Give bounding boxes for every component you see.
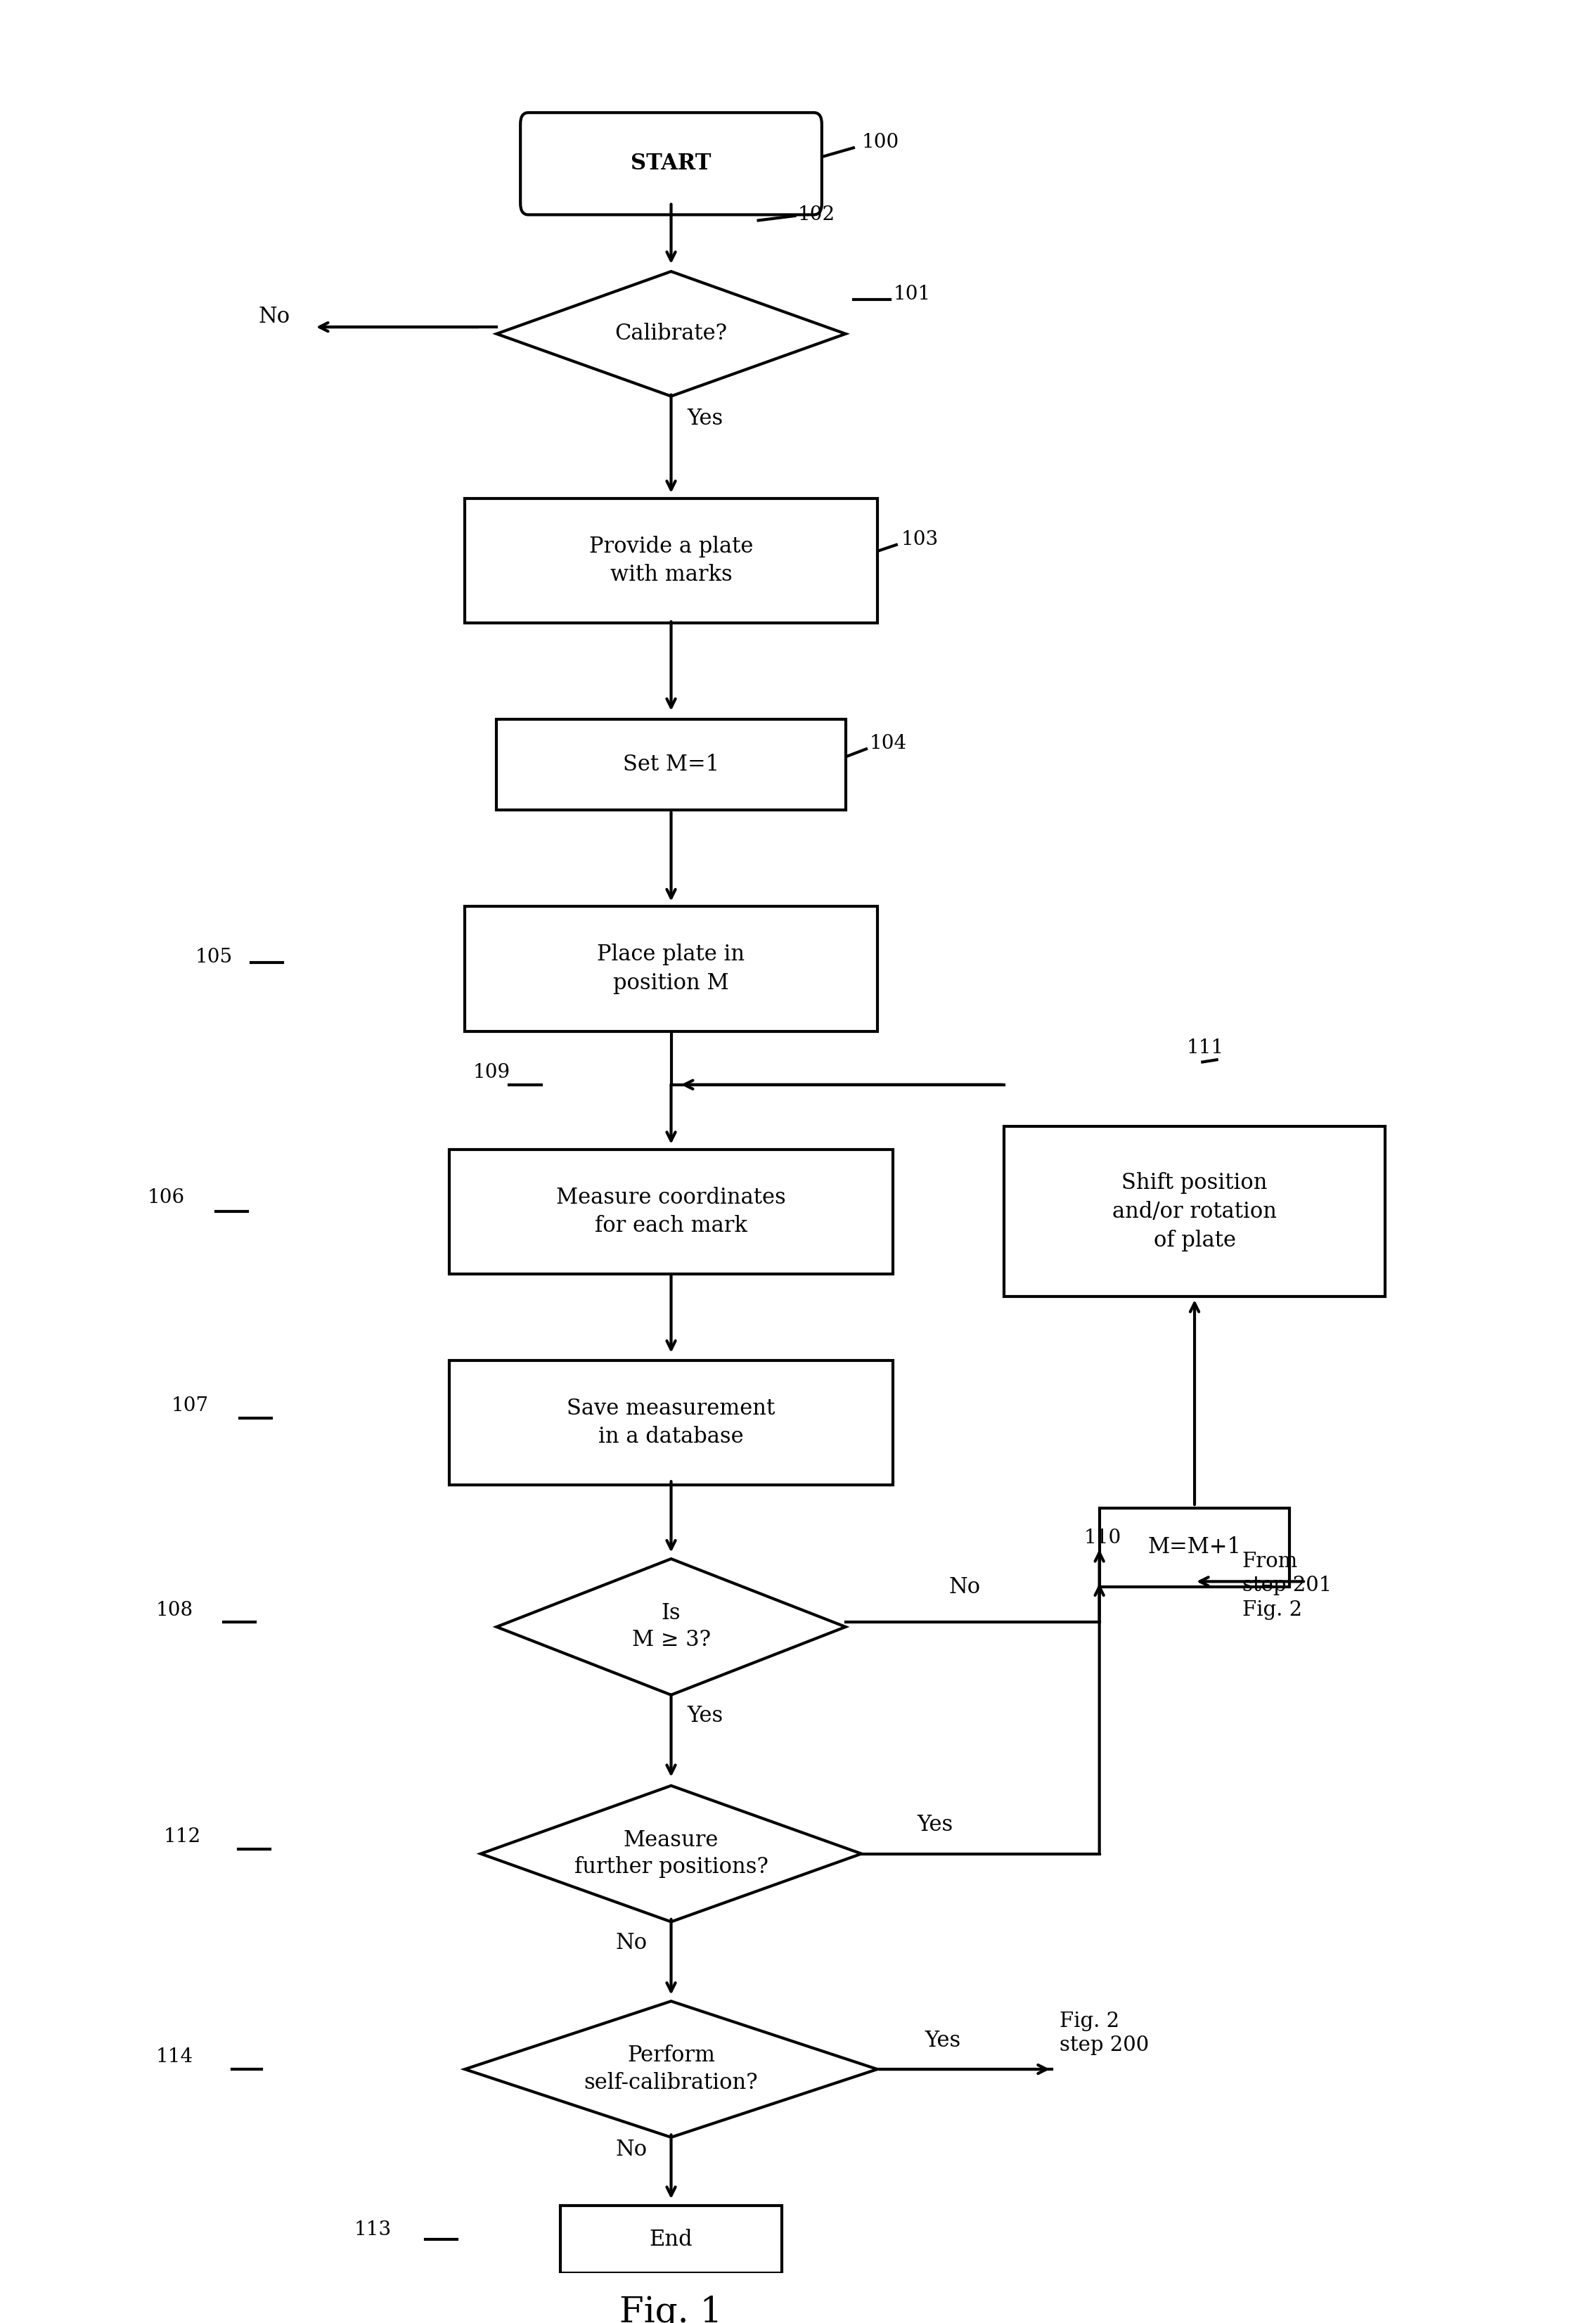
- Text: Set M=1: Set M=1: [622, 755, 720, 776]
- Text: Save measurement
in a database: Save measurement in a database: [567, 1398, 776, 1447]
- Text: Calibrate?: Calibrate?: [614, 323, 728, 344]
- Text: 110: 110: [1084, 1529, 1120, 1547]
- Polygon shape: [480, 1786, 862, 1921]
- Text: 102: 102: [798, 207, 835, 225]
- Text: 105: 105: [195, 948, 233, 966]
- Text: No: No: [616, 1933, 648, 1954]
- Text: 106: 106: [148, 1187, 185, 1208]
- Text: No: No: [616, 2139, 648, 2160]
- FancyBboxPatch shape: [1004, 1127, 1385, 1296]
- Text: Yes: Yes: [918, 1814, 953, 1835]
- Text: 113: 113: [354, 2221, 391, 2239]
- Text: Place plate in
position M: Place plate in position M: [597, 943, 745, 994]
- FancyBboxPatch shape: [448, 1361, 894, 1484]
- Text: 107: 107: [171, 1396, 209, 1415]
- Text: 103: 103: [902, 530, 938, 548]
- Text: Shift position
and/or rotation
of plate: Shift position and/or rotation of plate: [1112, 1173, 1277, 1252]
- Text: 111: 111: [1187, 1038, 1224, 1057]
- Text: 112: 112: [163, 1828, 201, 1847]
- FancyBboxPatch shape: [1100, 1508, 1290, 1587]
- Text: No: No: [259, 307, 290, 328]
- Text: Measure coordinates
for each mark: Measure coordinates for each mark: [557, 1187, 785, 1236]
- Text: Yes: Yes: [686, 407, 723, 430]
- Text: Yes: Yes: [926, 2030, 961, 2051]
- Text: No: No: [948, 1575, 980, 1598]
- Text: Perform
self-calibration?: Perform self-calibration?: [584, 2044, 758, 2093]
- Text: 108: 108: [155, 1601, 193, 1619]
- Text: Fig. 1: Fig. 1: [619, 2295, 723, 2323]
- Text: M=M+1: M=M+1: [1148, 1536, 1242, 1559]
- Text: Fig. 2
step 200: Fig. 2 step 200: [1060, 2012, 1149, 2056]
- FancyBboxPatch shape: [464, 906, 878, 1031]
- Text: 100: 100: [862, 132, 899, 151]
- FancyBboxPatch shape: [496, 720, 846, 811]
- Text: Yes: Yes: [686, 1705, 723, 1726]
- Text: 101: 101: [894, 286, 930, 304]
- FancyBboxPatch shape: [448, 1150, 894, 1273]
- Polygon shape: [464, 2000, 878, 2137]
- Polygon shape: [496, 1559, 846, 1696]
- FancyBboxPatch shape: [560, 2205, 782, 2274]
- FancyBboxPatch shape: [464, 499, 878, 623]
- Polygon shape: [496, 272, 846, 397]
- Text: 109: 109: [472, 1064, 511, 1083]
- Text: Measure
further positions?: Measure further positions?: [575, 1831, 768, 1877]
- Text: End: End: [650, 2228, 693, 2251]
- Text: Provide a plate
with marks: Provide a plate with marks: [589, 537, 753, 585]
- FancyBboxPatch shape: [520, 112, 822, 214]
- Text: START: START: [630, 153, 712, 174]
- Text: 104: 104: [870, 734, 907, 753]
- Text: Is
M ≥ 3?: Is M ≥ 3?: [632, 1603, 710, 1652]
- Text: From
step 201
Fig. 2: From step 201 Fig. 2: [1242, 1552, 1331, 1619]
- Text: 114: 114: [155, 2047, 193, 2067]
